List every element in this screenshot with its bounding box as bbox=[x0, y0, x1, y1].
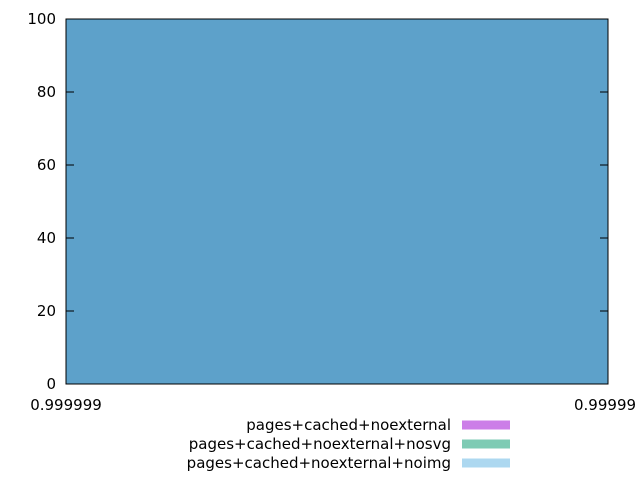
legend-swatch bbox=[462, 458, 510, 468]
y-axis-ticks: 0 20 40 60 80 100 bbox=[27, 10, 608, 393]
axes bbox=[65, 18, 609, 385]
y-tick-label: 80 bbox=[37, 83, 56, 101]
legend: pages+cached+noexternalpages+cached+noex… bbox=[187, 416, 510, 472]
legend-swatch bbox=[462, 420, 510, 430]
legend-label: pages+cached+noexternal bbox=[246, 416, 451, 434]
y-tick-label: 60 bbox=[37, 156, 56, 174]
legend-label: pages+cached+noexternal+noimg bbox=[187, 454, 451, 472]
legend-swatch bbox=[462, 439, 510, 449]
y-tick-label: 20 bbox=[37, 302, 56, 320]
plot-area-fill bbox=[66, 19, 608, 384]
x-axis-ticks: 0.999999 0.99999 bbox=[30, 19, 636, 414]
x-tick-label: 0.99999 bbox=[574, 396, 636, 414]
x-tick-label: 0.999999 bbox=[30, 396, 102, 414]
plot-frame bbox=[65, 18, 609, 385]
y-tick-label: 0 bbox=[46, 375, 56, 393]
y-tick-label: 40 bbox=[37, 229, 56, 247]
legend-label: pages+cached+noexternal+nosvg bbox=[189, 435, 451, 453]
y-tick-label: 100 bbox=[27, 10, 56, 28]
series-area-3 bbox=[66, 19, 608, 384]
